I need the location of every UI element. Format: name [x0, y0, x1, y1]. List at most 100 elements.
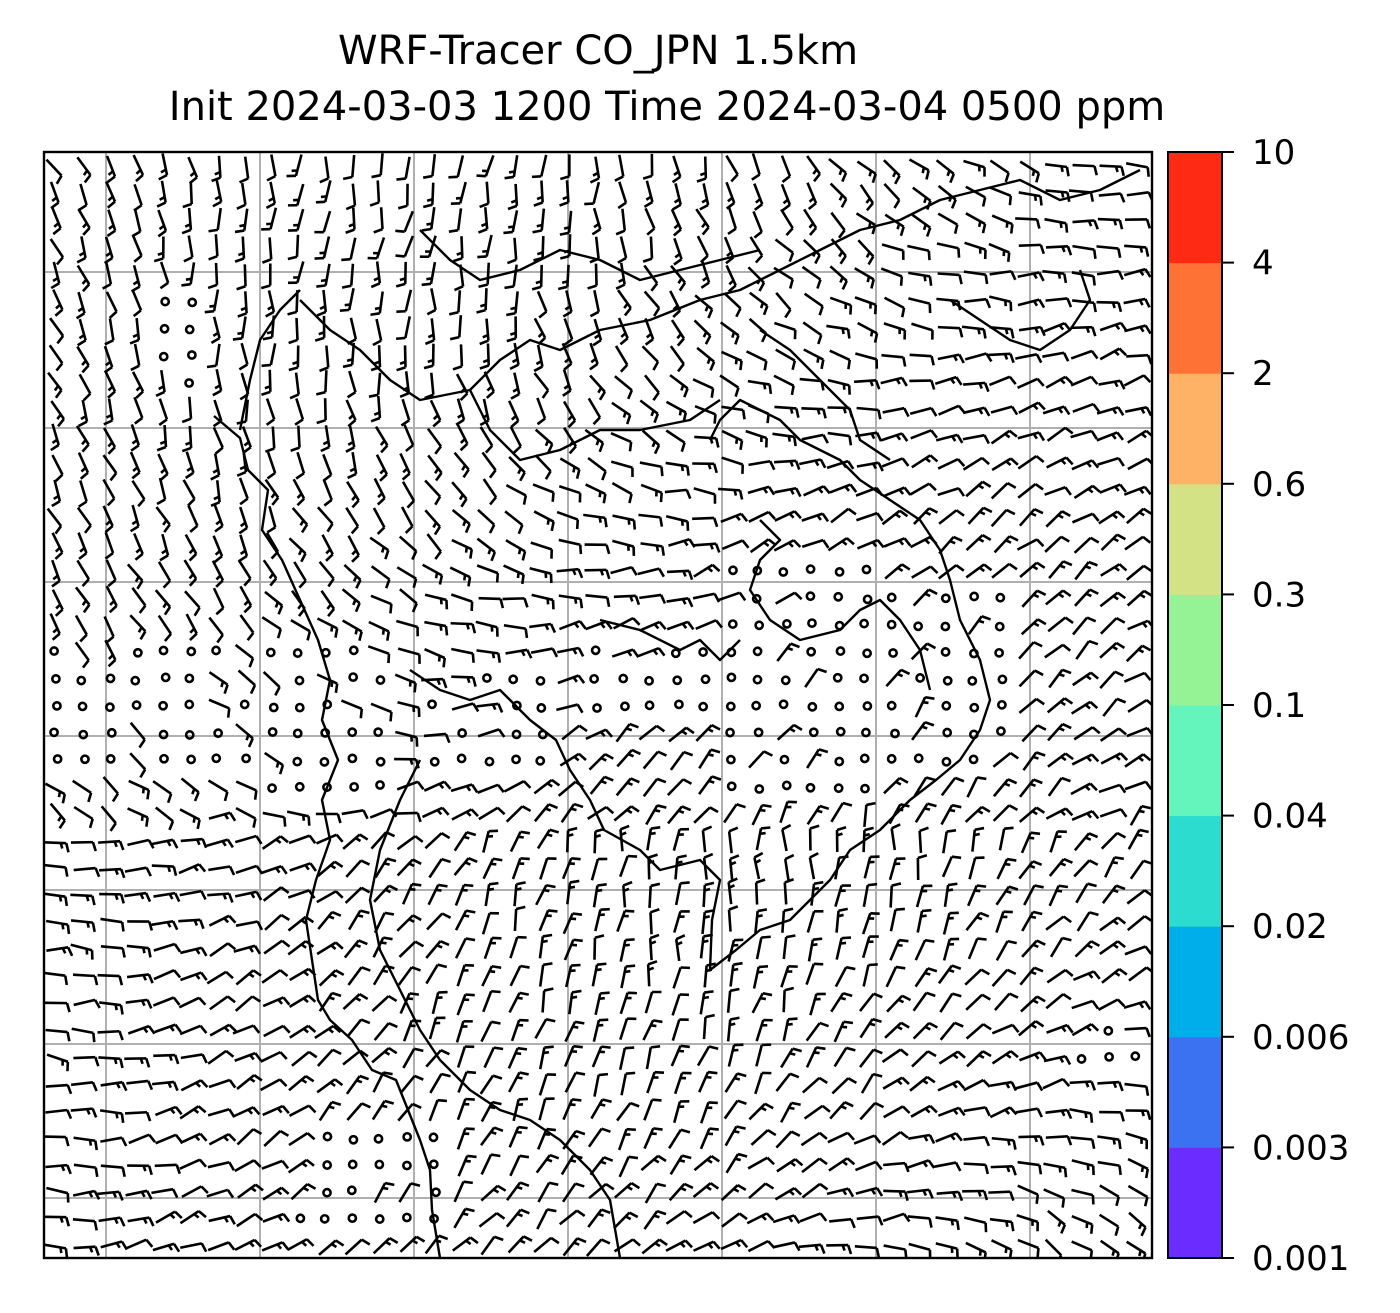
wind-barb	[1016, 538, 1045, 551]
wind-barb	[727, 207, 738, 235]
wind-barb	[341, 809, 369, 820]
wind-barb	[1073, 832, 1099, 852]
wind-barb	[702, 1013, 715, 1040]
calm-marker	[728, 565, 738, 576]
wind-barb	[1100, 616, 1126, 635]
calm-marker	[427, 699, 437, 710]
wind-barb	[479, 398, 490, 427]
wind-barb	[692, 1182, 720, 1199]
wind-barb	[1019, 966, 1044, 986]
wind-barb	[235, 780, 258, 800]
wind-barb	[396, 835, 424, 851]
wind-barb	[158, 153, 169, 181]
wind-barb	[1021, 724, 1047, 743]
wind-barb	[674, 881, 690, 906]
wind-barb	[1048, 560, 1073, 579]
wind-barb	[889, 938, 909, 961]
wind-barb	[508, 991, 530, 1014]
calm-marker	[725, 754, 736, 765]
wind-barb	[154, 806, 175, 831]
wind-barb	[642, 750, 668, 770]
wind-barb	[1072, 616, 1097, 636]
wind-barb	[615, 777, 640, 797]
wind-barb	[72, 1218, 98, 1231]
wind-barb	[718, 591, 747, 602]
calm-marker	[674, 699, 684, 710]
wind-barb	[480, 1184, 507, 1202]
wind-barb	[1071, 1023, 1100, 1037]
wind-barb	[1023, 884, 1044, 906]
calm-marker	[184, 699, 195, 710]
wind-barb	[989, 269, 1017, 281]
wind-barb	[781, 907, 794, 933]
wind-barb	[989, 1217, 1015, 1232]
wind-barb	[452, 236, 464, 263]
wind-barb	[289, 1024, 317, 1039]
wind-barb	[46, 1186, 70, 1203]
wind-barb	[749, 236, 764, 264]
wind-barb	[833, 1020, 854, 1043]
calm-marker	[861, 727, 871, 738]
wind-barb	[476, 155, 495, 178]
wind-barb	[693, 542, 721, 553]
wind-barb	[862, 826, 874, 853]
wind-barb	[693, 319, 712, 345]
wind-barb	[341, 263, 355, 289]
wind-barb	[557, 264, 570, 291]
calm-marker	[859, 673, 869, 684]
wind-barb	[263, 939, 291, 955]
wind-barb	[423, 343, 435, 370]
wind-barb	[367, 645, 391, 664]
wind-barb	[206, 838, 234, 849]
wind-barb	[693, 806, 719, 824]
wind-barb	[422, 154, 437, 179]
wind-barb	[151, 1187, 179, 1199]
wind-barb	[1125, 564, 1152, 581]
wind-barb	[941, 855, 962, 878]
wind-barb	[835, 907, 848, 933]
wind-barb	[641, 1238, 668, 1255]
wind-barb	[939, 992, 962, 1013]
wind-barb	[861, 935, 879, 959]
wind-barb	[610, 460, 634, 478]
wind-barb	[1072, 219, 1099, 230]
wind-barb	[752, 210, 763, 239]
wind-barb	[451, 538, 474, 559]
wind-barb	[448, 290, 462, 316]
wind-barb	[477, 234, 493, 259]
wind-barb	[399, 992, 420, 1015]
wind-barb	[912, 991, 936, 1012]
wind-barb	[453, 451, 470, 479]
wind-barb	[236, 399, 249, 425]
wind-barb	[534, 428, 554, 454]
wind-barb	[912, 507, 939, 525]
colorbar-segment	[1168, 152, 1222, 264]
calm-marker	[834, 756, 845, 767]
wind-barb	[482, 989, 501, 1013]
wind-barb	[180, 777, 200, 802]
wind-barb	[810, 880, 824, 906]
wind-barb	[1123, 1000, 1152, 1011]
wind-barb	[854, 1245, 881, 1258]
wind-barb	[152, 996, 181, 1007]
wind-barb	[373, 207, 384, 234]
wind-barb	[855, 352, 879, 369]
calm-marker	[241, 753, 252, 764]
wind-barb	[692, 592, 721, 603]
wind-barb	[399, 371, 411, 399]
wind-barb	[127, 920, 154, 931]
wind-barb	[644, 1182, 667, 1204]
wind-barb	[428, 1098, 447, 1122]
wind-barb	[264, 426, 276, 453]
wind-barb	[46, 507, 63, 535]
wind-barb	[798, 458, 827, 469]
wind-barb	[505, 1208, 530, 1228]
wind-barb	[421, 677, 448, 689]
wind-barb	[1124, 780, 1152, 791]
wind-barb	[906, 1188, 934, 1199]
calm-marker	[834, 566, 845, 577]
wind-barb	[208, 1214, 236, 1225]
wind-barb	[44, 1001, 71, 1013]
wind-barb	[1072, 402, 1101, 413]
wind-barb	[314, 1024, 342, 1039]
